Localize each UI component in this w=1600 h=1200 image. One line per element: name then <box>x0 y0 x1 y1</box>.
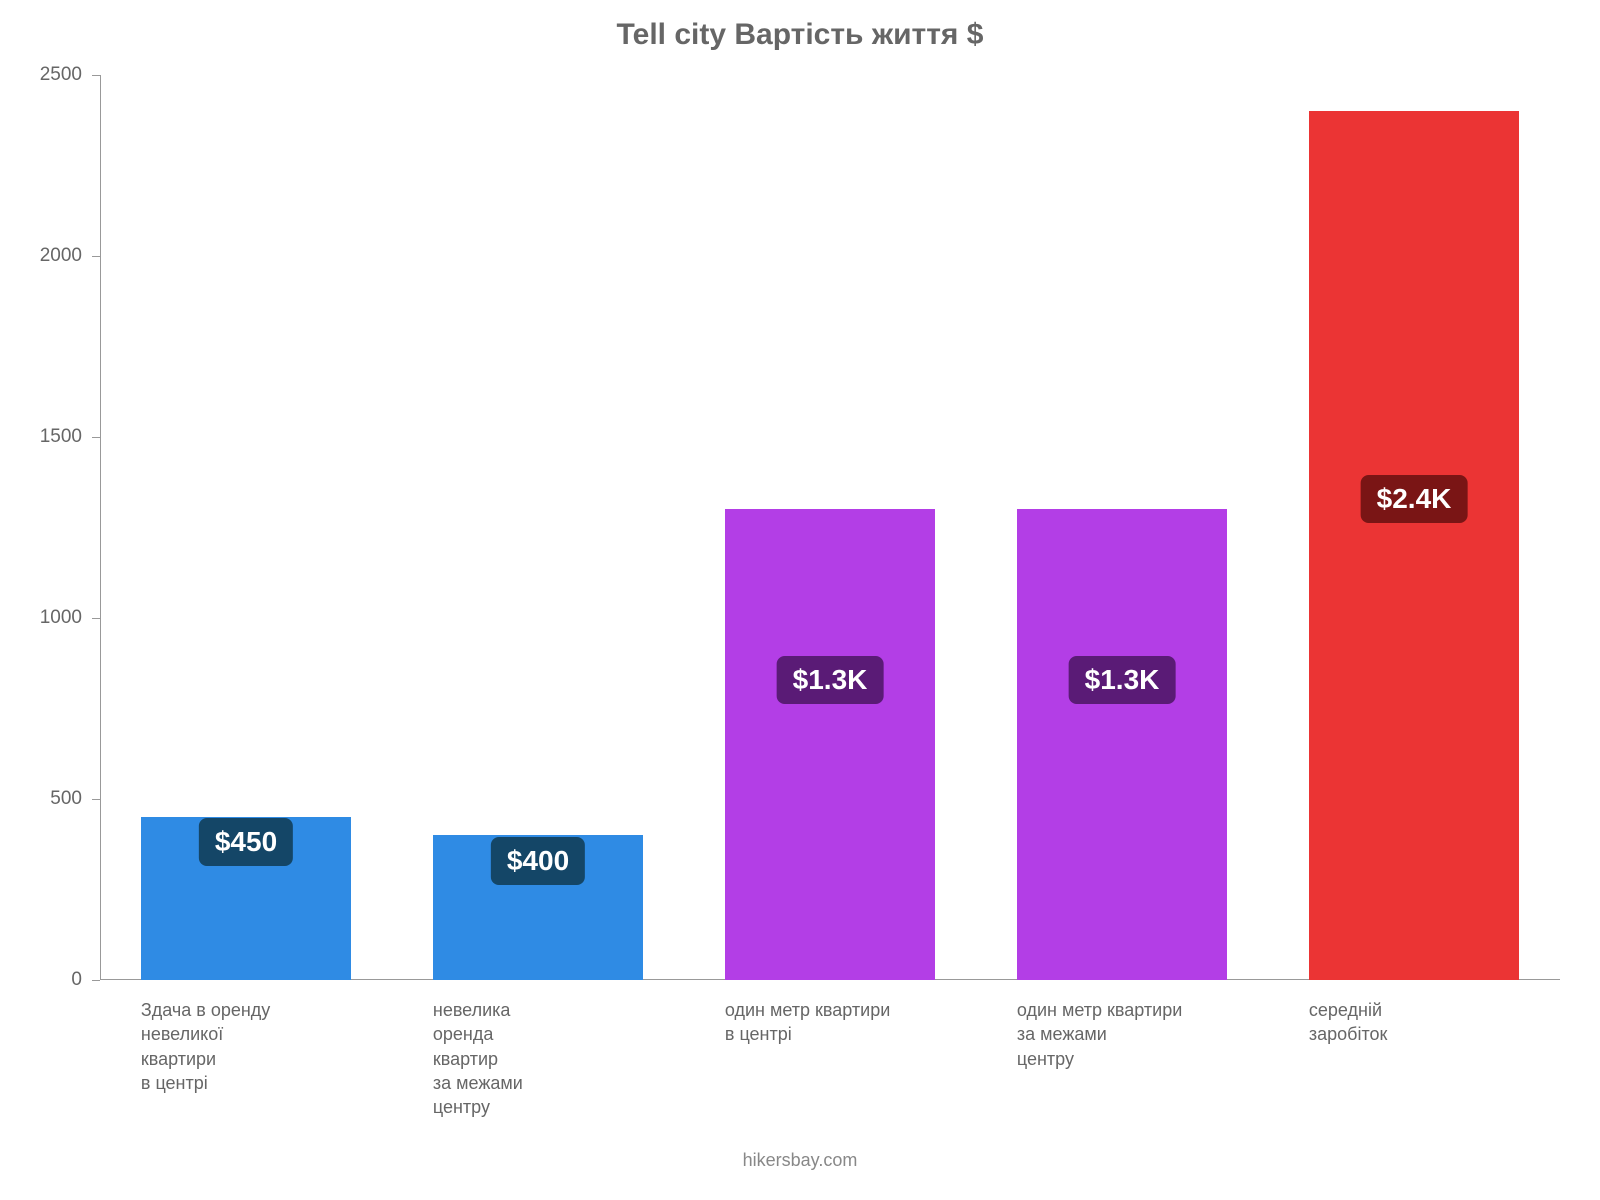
y-tick-label: 1500 <box>22 426 82 448</box>
y-tick-mark <box>92 256 100 257</box>
cost-of-living-chart: Tell city Вартість життя $ 0500100015002… <box>0 0 1600 1200</box>
y-tick-label: 2000 <box>22 245 82 267</box>
bar <box>1017 509 1227 980</box>
y-tick-label: 0 <box>22 969 82 991</box>
plot-area: 05001000150020002500$450Здача в оренду н… <box>100 75 1560 980</box>
y-axis-line <box>100 75 101 980</box>
bar-value-badge: $400 <box>491 837 585 885</box>
bar-value-badge: $2.4K <box>1361 475 1468 523</box>
bar-value-badge: $450 <box>199 818 293 866</box>
x-category-label: Здача в оренду невеликої квартири в цент… <box>141 998 270 1095</box>
x-category-label: середній заробіток <box>1309 998 1388 1047</box>
x-category-label: один метр квартири в центрі <box>725 998 890 1047</box>
chart-title: Tell city Вартість життя $ <box>0 18 1600 52</box>
chart-footer: hikersbay.com <box>0 1150 1600 1171</box>
y-tick-mark <box>92 618 100 619</box>
y-tick-label: 500 <box>22 788 82 810</box>
bar <box>1309 111 1519 980</box>
y-tick-label: 1000 <box>22 607 82 629</box>
y-tick-mark <box>92 75 100 76</box>
x-category-label: невелика оренда квартир за межами центру <box>433 998 523 1119</box>
x-category-label: один метр квартири за межами центру <box>1017 998 1182 1071</box>
bar-value-badge: $1.3K <box>1069 656 1176 704</box>
y-tick-label: 2500 <box>22 64 82 86</box>
y-tick-mark <box>92 799 100 800</box>
bar <box>725 509 935 980</box>
bar-value-badge: $1.3K <box>777 656 884 704</box>
y-tick-mark <box>92 980 100 981</box>
y-tick-mark <box>92 437 100 438</box>
